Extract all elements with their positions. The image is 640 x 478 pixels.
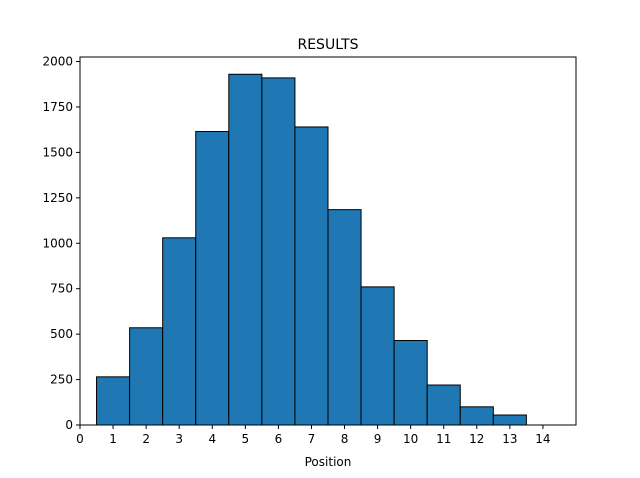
x-tick-label: 0: [76, 432, 84, 446]
x-tick-label: 10: [403, 432, 418, 446]
x-tick-label: 7: [308, 432, 316, 446]
bar-position-5: [228, 73, 263, 426]
x-axis-ticks: 0 1 2 3 4 5 6 7 8 9 10 11 12 13 14: [76, 425, 551, 446]
x-tick-label: 5: [242, 432, 250, 446]
x-tick-label: 3: [175, 432, 183, 446]
bars-group: [96, 73, 527, 426]
plot-frame: [79, 56, 577, 426]
bar-position-2: [129, 327, 164, 426]
y-tick-label: 1000: [42, 236, 73, 250]
bar-position-12: [459, 406, 494, 426]
x-tick-label: 1: [109, 432, 117, 446]
x-tick-label: 12: [469, 432, 484, 446]
x-tick-label: 8: [341, 432, 349, 446]
bar-position-4: [195, 131, 230, 426]
bar-position-11: [426, 384, 461, 426]
y-tick-label: 1250: [42, 191, 73, 205]
x-tick-label: 2: [142, 432, 150, 446]
x-axis-label: Position: [305, 455, 352, 469]
x-tick-label: 13: [502, 432, 517, 446]
bar-position-9: [360, 286, 395, 426]
x-tick-label: 4: [208, 432, 216, 446]
y-tick-label: 500: [50, 327, 73, 341]
bar-position-3: [162, 237, 197, 426]
bar-position-10: [393, 339, 428, 426]
chart-title: RESULTS: [297, 37, 358, 53]
x-tick-label: 14: [535, 432, 550, 446]
bar-position-13: [492, 414, 527, 426]
x-tick-label: 9: [374, 432, 382, 446]
y-tick-label: 250: [50, 373, 73, 387]
y-tick-label: 1750: [42, 100, 73, 114]
x-tick-label: 11: [436, 432, 451, 446]
bar-position-6: [261, 77, 296, 426]
bar-position-7: [294, 126, 329, 426]
bar-position-8: [327, 209, 362, 426]
y-axis-ticks: 0 250 500 750 1000 1250 1500 1750 2000: [42, 55, 80, 432]
bar-position-1: [96, 376, 131, 426]
y-tick-label: 750: [50, 282, 73, 296]
y-tick-label: 0: [65, 418, 73, 432]
y-tick-label: 1500: [42, 145, 73, 159]
y-tick-label: 2000: [42, 55, 73, 69]
x-tick-label: 6: [275, 432, 283, 446]
